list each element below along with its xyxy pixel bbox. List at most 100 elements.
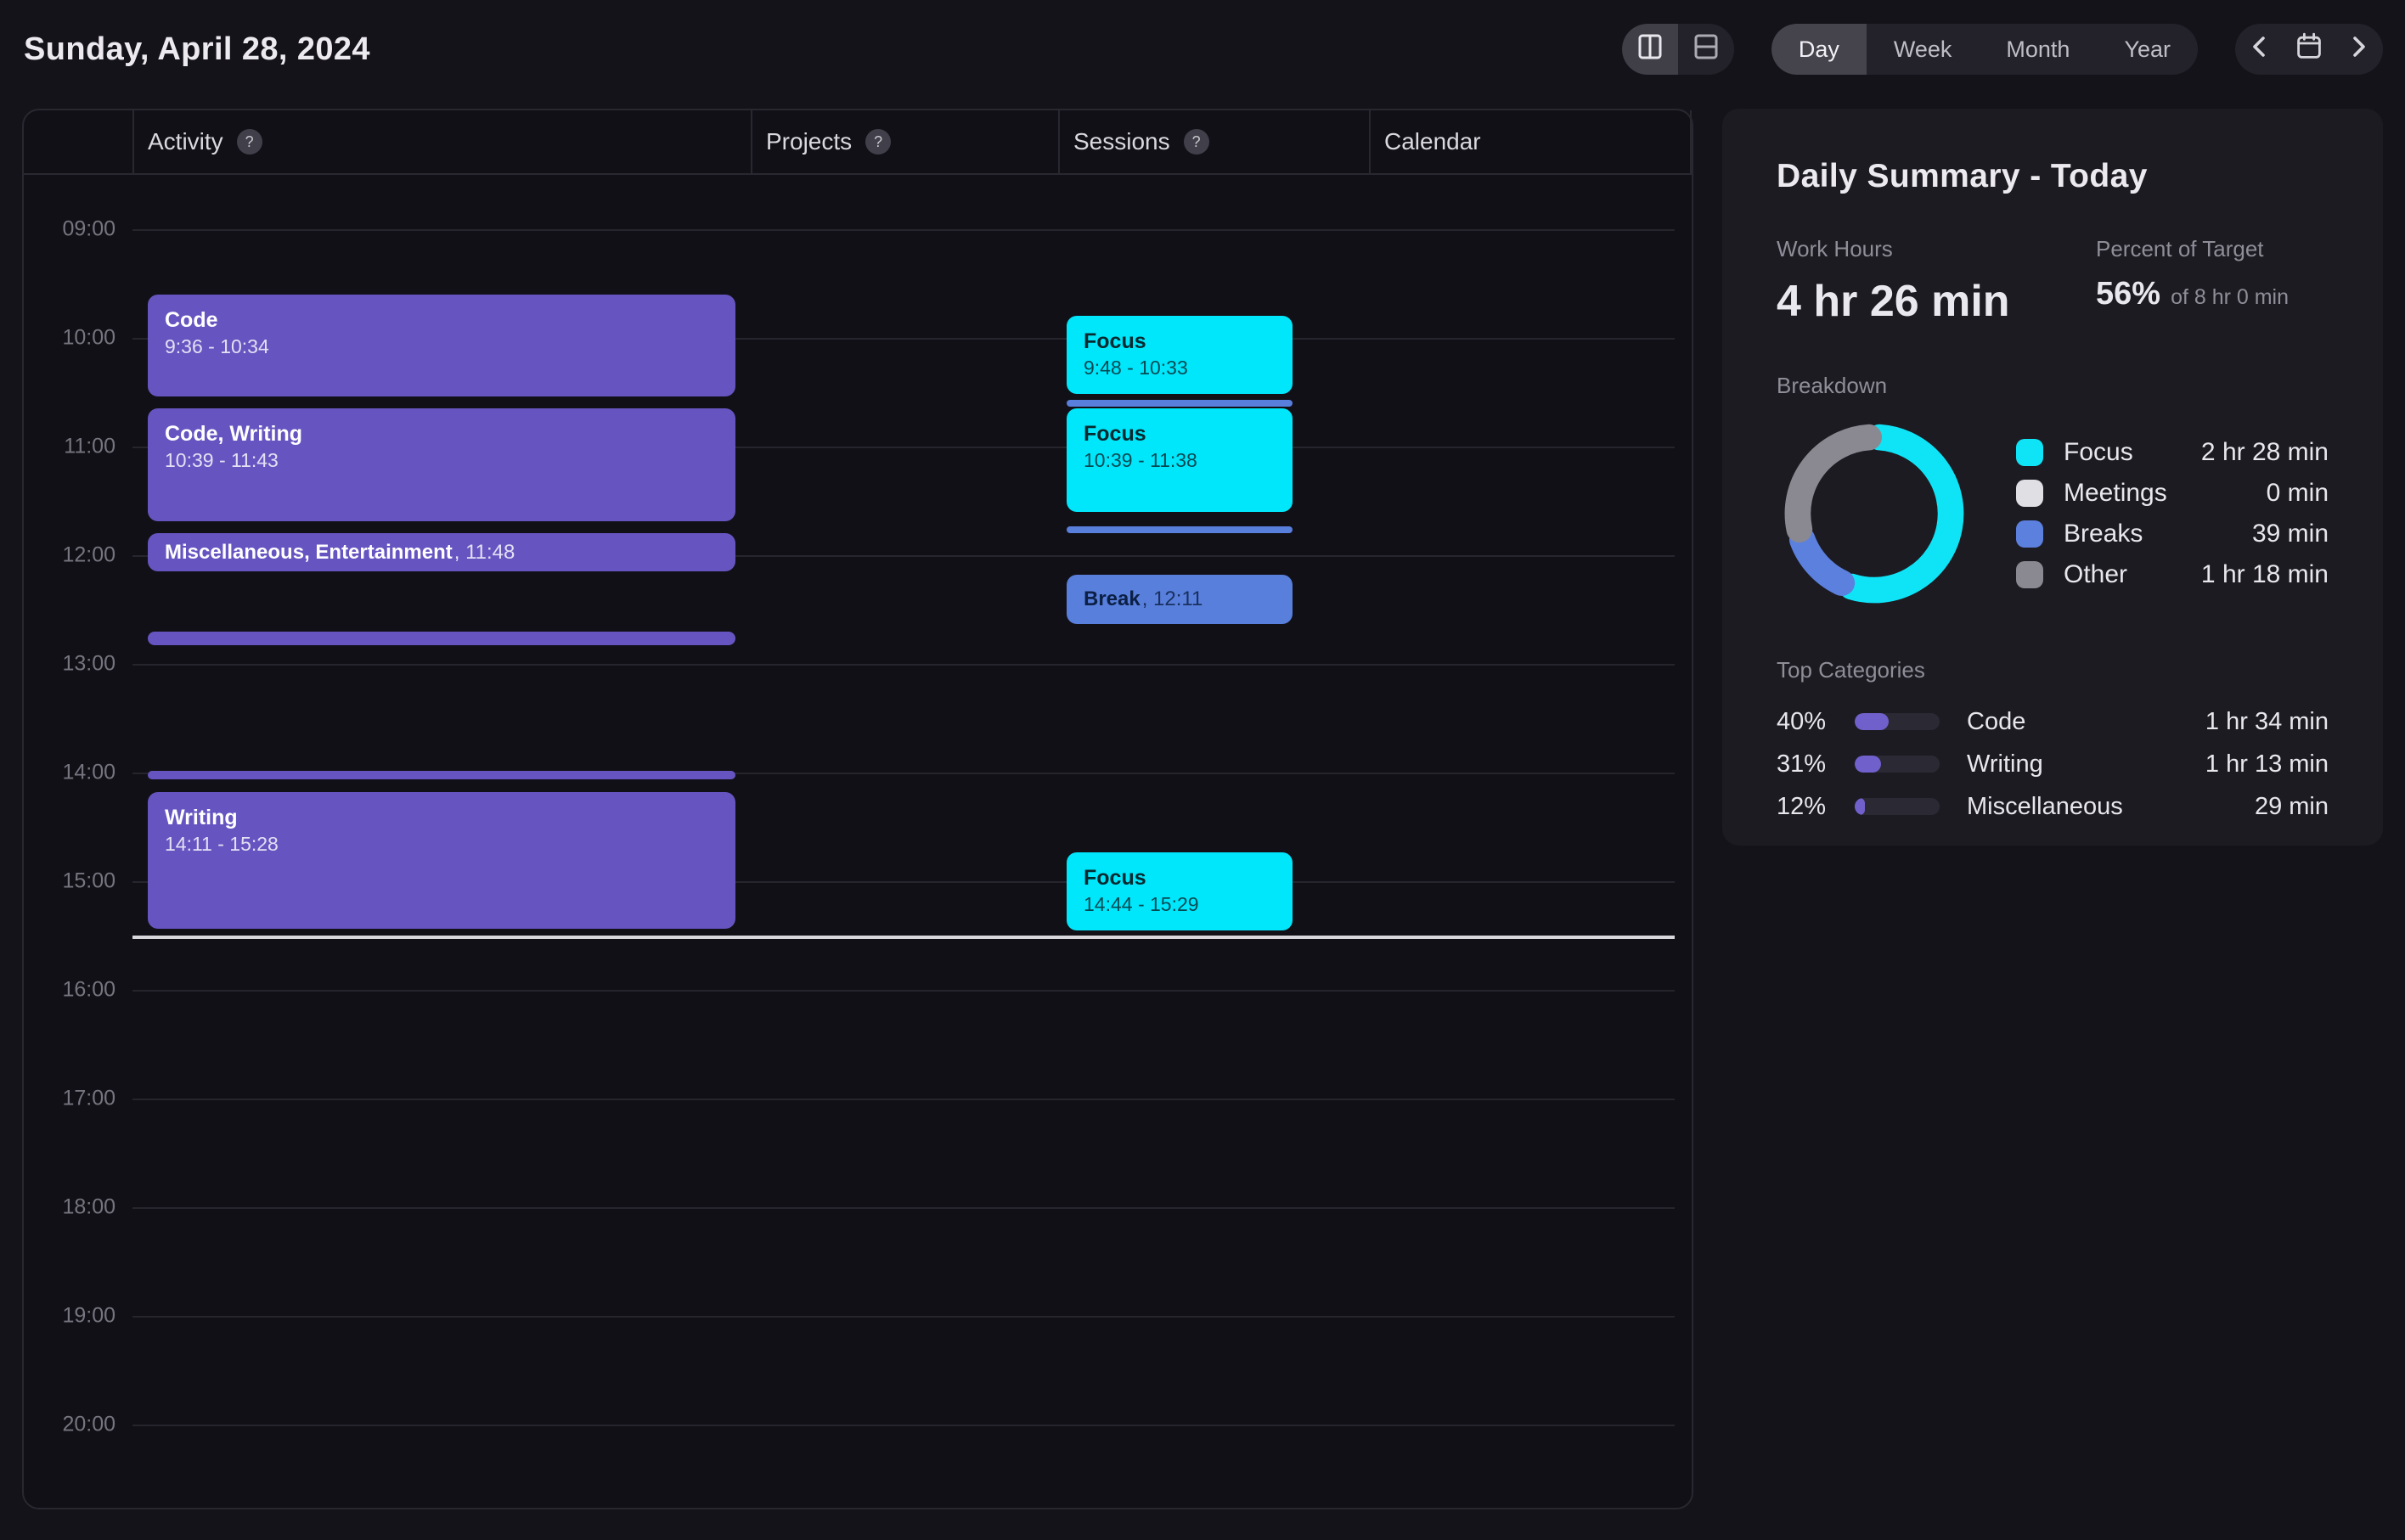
view-switcher: Day Week Month Year	[1771, 24, 2198, 75]
donut-segment-breaks	[1788, 526, 1856, 596]
event-title: Code	[165, 307, 218, 332]
help-icon[interactable]: ?	[1183, 129, 1209, 155]
legend-name: Breaks	[2064, 520, 2143, 548]
donut-segment-focus	[1839, 424, 1964, 604]
category-progress-track	[1855, 756, 1940, 773]
target-label: Percent of Target	[2096, 236, 2264, 261]
current-time-indicator	[132, 936, 1675, 939]
activity-event-bar[interactable]	[148, 770, 735, 779]
hour-label: 12:00	[62, 542, 115, 567]
hour-label: 17:00	[62, 1086, 115, 1110]
column-header-sessions: Sessions?	[1060, 110, 1371, 173]
category-progress-fill	[1855, 756, 1881, 773]
legend-row-focus: Focus 2 hr 28 min	[2016, 432, 2329, 473]
target-of: of 8 hr 0 min	[2171, 285, 2290, 309]
date-navigation	[2235, 24, 2383, 75]
category-percent: 40%	[1777, 707, 1827, 735]
category-value: 29 min	[2254, 792, 2329, 820]
category-value: 1 hr 34 min	[2205, 707, 2329, 735]
activity-event[interactable]: Code 9:36 - 10:34	[148, 294, 735, 396]
event-time: 10:39 - 11:38	[1084, 449, 1197, 472]
category-row-code: 40% Code 1 hr 34 min	[1777, 700, 2329, 743]
legend-row-other: Other 1 hr 18 min	[2016, 554, 2329, 595]
summary-stats: Work Hours 4 hr 26 min Percent of Target…	[1777, 236, 2329, 327]
hour-gridline	[132, 1425, 1675, 1426]
hour-gridline	[132, 1207, 1675, 1209]
category-progress-fill	[1855, 798, 1865, 815]
event-time: 9:48 - 10:33	[1084, 357, 1188, 379]
event-time: 14:11 - 15:28	[165, 833, 279, 856]
time-gutter-header	[24, 110, 134, 173]
hour-gridline	[132, 664, 1675, 666]
split-columns-button[interactable]	[1621, 24, 1678, 75]
hour-label: 13:00	[62, 651, 115, 676]
event-title: Focus	[1084, 865, 1146, 890]
legend-row-breaks: Breaks 39 min	[2016, 514, 2329, 554]
event-title: Break	[1084, 587, 1141, 611]
category-name: Writing	[1967, 750, 2043, 778]
next-day-button[interactable]	[2334, 24, 2383, 75]
chevron-right-icon	[2345, 33, 2372, 66]
timeline-panel: Activity? Projects? Sessions? Calendar 09:0…	[22, 109, 1693, 1509]
category-name: Code	[1967, 707, 2026, 735]
event-time: 10:39 - 11:43	[165, 449, 279, 472]
column-header-label: Projects	[766, 128, 853, 155]
legend-name: Meetings	[2064, 479, 2167, 507]
tab-month[interactable]: Month	[2006, 37, 2070, 62]
session-event[interactable]: Focus 10:39 - 11:38	[1067, 408, 1293, 512]
hour-gridline	[132, 229, 1675, 231]
activity-event[interactable]: Writing 14:11 - 15:28	[148, 792, 735, 929]
session-event[interactable]: Focus 9:48 - 10:33	[1067, 316, 1293, 395]
hour-label: 11:00	[64, 434, 115, 458]
category-row-writing: 31% Writing 1 hr 13 min	[1777, 743, 2329, 785]
event-time: , 11:48	[453, 540, 515, 564]
event-time: 9:36 - 10:34	[165, 334, 269, 357]
category-percent: 31%	[1777, 750, 1827, 778]
activity-event-bar[interactable]	[148, 631, 735, 645]
help-icon[interactable]: ?	[236, 129, 262, 155]
activity-event[interactable]: Code, Writing 10:39 - 11:43	[148, 408, 735, 521]
column-header-calendar: Calendar	[1371, 110, 1692, 173]
legend-swatch-breaks	[2016, 520, 2043, 548]
session-event-bar[interactable]	[1067, 526, 1293, 533]
session-event-bar[interactable]	[1067, 399, 1293, 407]
legend-swatch-other	[2016, 561, 2043, 588]
tab-year[interactable]: Year	[2124, 37, 2171, 62]
previous-day-button[interactable]	[2235, 24, 2284, 75]
legend-swatch-meetings	[2016, 480, 2043, 507]
layout-toggle	[1621, 24, 1734, 75]
daily-summary-card: Daily Summary - Today Work Hours 4 hr 26…	[1722, 109, 2383, 846]
legend-value: 39 min	[2251, 520, 2329, 548]
column-header-label: Calendar	[1384, 128, 1481, 155]
event-title: Miscellaneous, Entertainment	[165, 540, 453, 564]
category-progress-track	[1855, 798, 1940, 815]
legend-name: Focus	[2064, 438, 2133, 466]
columns-icon	[1636, 33, 1664, 66]
hour-label: 09:00	[62, 216, 115, 241]
session-event[interactable]: Focus 14:44 - 15:29	[1067, 851, 1293, 930]
chevron-left-icon	[2246, 33, 2273, 66]
calendar-icon	[2294, 31, 2324, 68]
activity-event[interactable]: Miscellaneous, Entertainment, 11:48	[148, 533, 735, 572]
top-bar: Sunday, April 28, 2024	[24, 0, 2383, 98]
legend-value: 2 hr 28 min	[2200, 438, 2329, 466]
calendar-picker-button[interactable]	[2284, 24, 2334, 75]
hour-gridline	[132, 990, 1675, 992]
column-header-label: Activity	[148, 128, 223, 155]
hour-gridline	[132, 447, 1675, 448]
hour-label: 18:00	[62, 1194, 115, 1219]
session-event[interactable]: Break, 12:11	[1067, 575, 1293, 625]
split-rows-button[interactable]	[1678, 24, 1734, 75]
hour-label: 15:00	[62, 868, 115, 893]
hour-gridline	[132, 338, 1675, 340]
event-time: , 12:11	[1141, 587, 1203, 611]
summary-title: Daily Summary - Today	[1777, 158, 2148, 194]
legend-value: 0 min	[2266, 479, 2329, 507]
help-icon[interactable]: ?	[865, 129, 892, 155]
timeline-column-headers: Activity? Projects? Sessions? Calendar	[24, 110, 1692, 175]
category-progress-fill	[1855, 713, 1889, 730]
page-title: Sunday, April 28, 2024	[24, 31, 370, 67]
tab-day[interactable]: Day	[1771, 24, 1867, 75]
tab-week[interactable]: Week	[1893, 37, 1952, 62]
